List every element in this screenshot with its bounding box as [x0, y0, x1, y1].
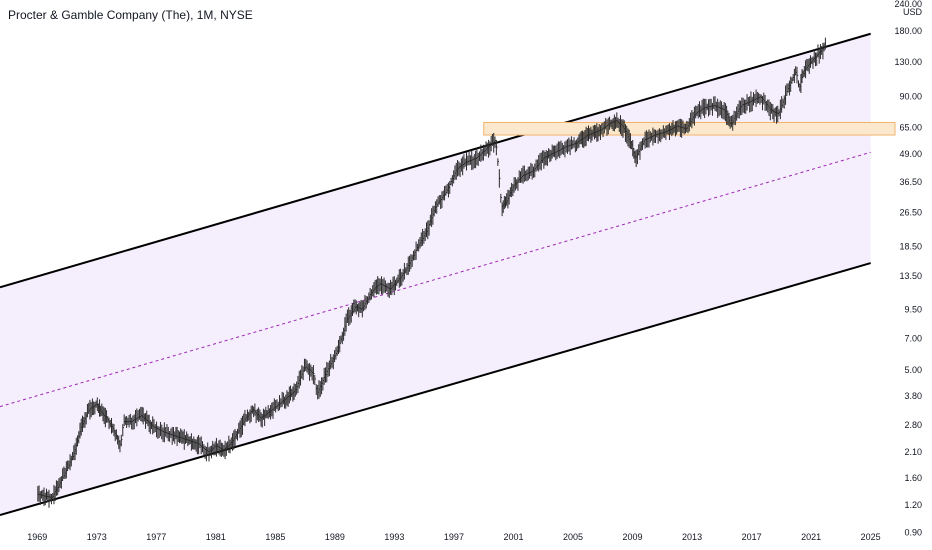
y-tick-label: 0.90: [904, 527, 922, 537]
regression-channel: [0, 32, 871, 517]
y-tick-label: 1.20: [904, 500, 922, 510]
y-tick-label: 5.00: [904, 365, 922, 375]
x-tick-label: 2021: [801, 532, 821, 542]
y-tick-label: 7.00: [904, 333, 922, 343]
y-tick-label: 65.00: [899, 122, 922, 132]
y-tick-label: 2.10: [904, 447, 922, 457]
channel-upper-line: [0, 32, 871, 289]
x-axis: 1969 1973 1977 1981 1985 1989 1993 1997 2001 2005…: [27, 532, 880, 542]
x-tick-label: 2025: [861, 532, 881, 542]
y-tick-label: 240.00: [894, 0, 922, 9]
x-tick-label: 1977: [146, 532, 166, 542]
x-tick-label: 1969: [27, 532, 47, 542]
y-tick-label: 90.00: [899, 92, 922, 102]
chart-title: Procter & Gamble Company (The), 1M, NYSE: [8, 8, 253, 22]
y-tick-label: 36.50: [899, 177, 922, 187]
x-tick-label: 2001: [503, 532, 523, 542]
x-tick-label: 2005: [563, 532, 583, 542]
y-tick-label: 130.00: [894, 57, 922, 67]
channel-fill: [0, 33, 871, 516]
x-tick-label: 1985: [265, 532, 285, 542]
x-tick-label: 1997: [444, 532, 464, 542]
y-unit-label: USD: [903, 7, 923, 17]
x-tick-label: 2009: [623, 532, 643, 542]
y-tick-label: 3.80: [904, 391, 922, 401]
y-axis: 240.00 180.00 130.00 90.00 65.00 49.00 36.50 26…: [894, 0, 922, 537]
y-tick-label: 9.50: [904, 304, 922, 314]
x-tick-label: 1973: [87, 532, 107, 542]
y-tick-label: 1.60: [904, 473, 922, 483]
x-tick-label: 1993: [384, 532, 404, 542]
x-tick-label: 1989: [325, 532, 345, 542]
y-tick-label: 180.00: [894, 26, 922, 36]
channel-lower-line: [0, 262, 871, 517]
y-tick-label: 49.00: [899, 149, 922, 159]
y-tick-label: 26.50: [899, 207, 922, 217]
x-tick-label: 2017: [742, 532, 762, 542]
channel-middle-line: [0, 151, 871, 408]
y-tick-label: 13.50: [899, 271, 922, 281]
y-tick-label: 2.80: [904, 420, 922, 430]
price-series: [37, 37, 827, 508]
x-tick-label: 1981: [206, 532, 226, 542]
y-tick-label: 18.50: [899, 241, 922, 251]
x-tick-label: 2013: [682, 532, 702, 542]
